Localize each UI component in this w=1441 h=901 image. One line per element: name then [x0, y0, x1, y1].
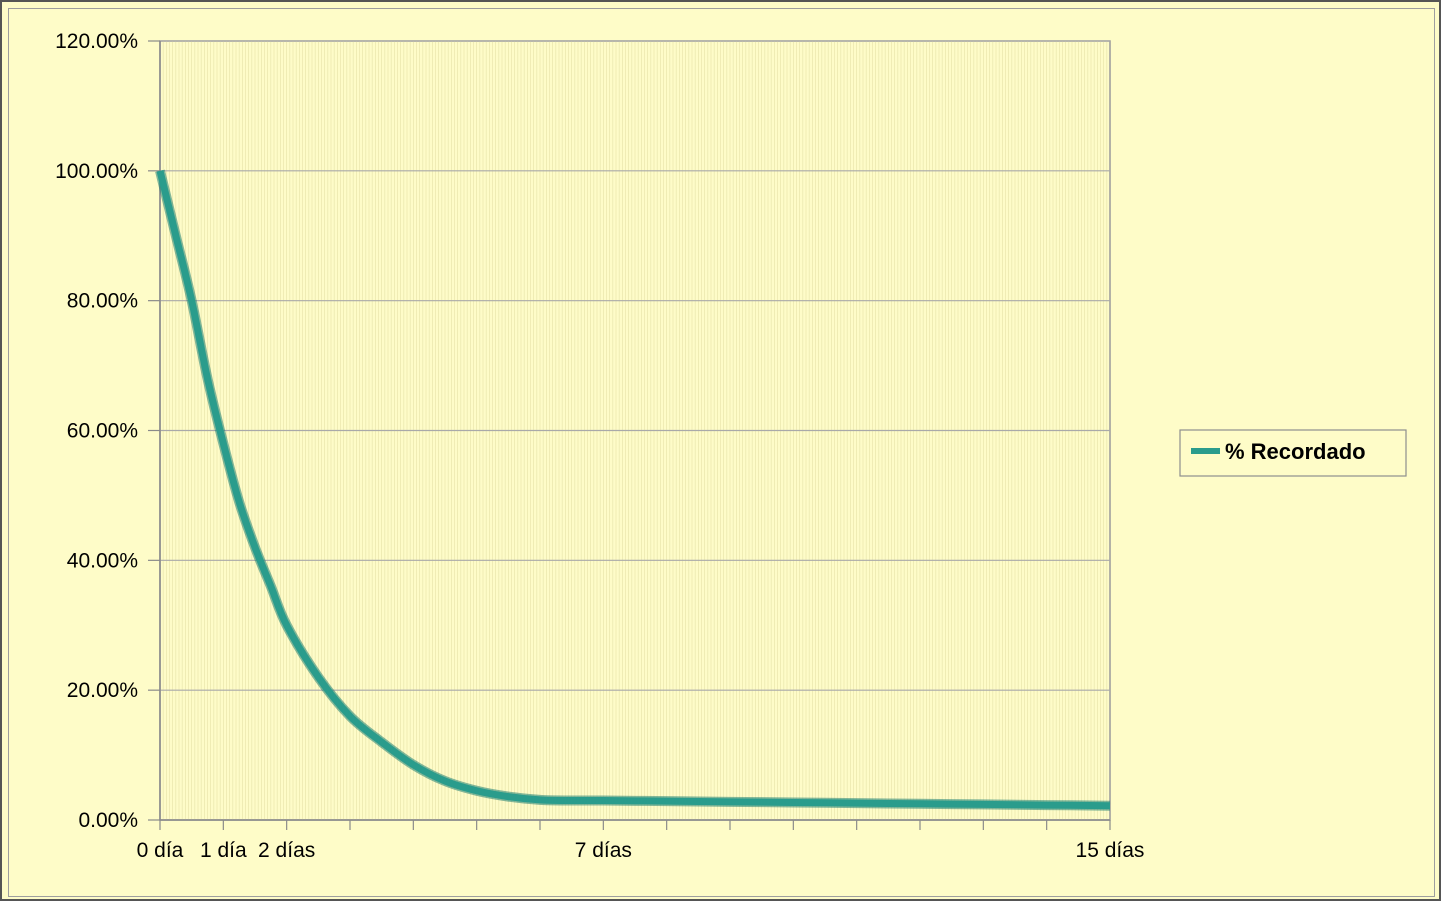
y-tick-label: 120.00% — [55, 30, 138, 53]
y-axis-ticks: 0.00% 20.00% 40.00% 60.00% 80.00% 100.00% 120.… — [55, 30, 160, 832]
y-tick-label: 0.00% — [78, 809, 138, 832]
x-tick-label: 15 días — [1076, 839, 1145, 862]
series-group — [155, 169, 1111, 811]
x-tick-label: 7 días — [575, 839, 632, 862]
series-line — [156, 170, 1111, 810]
x-tick-label: 1 día — [200, 839, 247, 862]
x-tick-label: 2 días — [258, 839, 315, 862]
x-tick-label: 0 día — [137, 839, 184, 862]
y-tick-label: 60.00% — [67, 420, 138, 443]
legend-label: % Recordado — [1225, 439, 1366, 464]
y-tick-label: 100.00% — [55, 160, 138, 183]
y-tick-label: 80.00% — [67, 290, 138, 313]
y-tick-label: 20.00% — [67, 679, 138, 702]
y-tick-label: 40.00% — [67, 549, 138, 572]
legend: % Recordado — [1179, 429, 1407, 477]
x-axis-ticks: 0 día 1 día 2 días 7 días 15 días — [137, 820, 1145, 862]
